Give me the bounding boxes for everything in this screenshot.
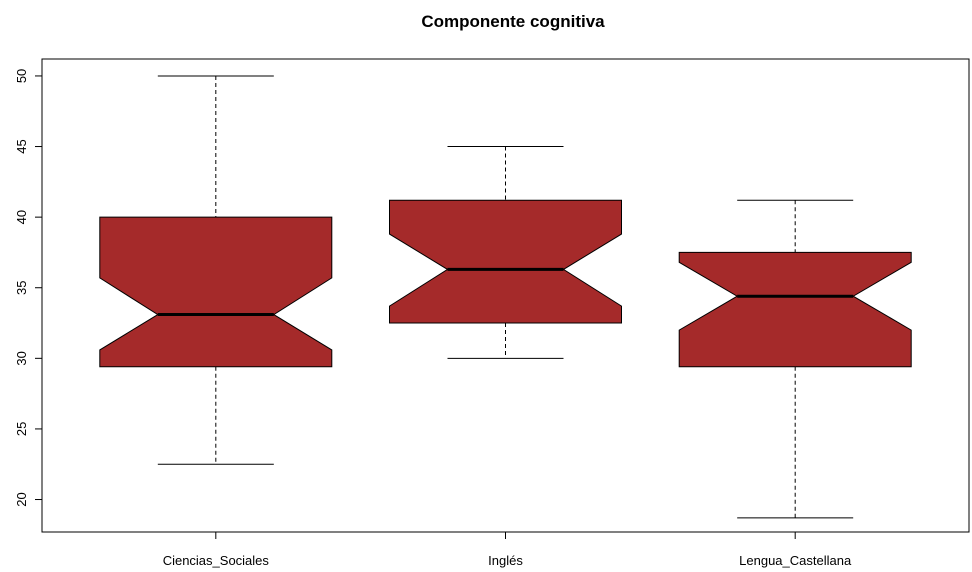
x-tick-label: Inglés [488, 553, 523, 568]
y-tick-label: 25 [14, 422, 29, 436]
y-tick-label: 50 [14, 69, 29, 83]
boxes-layer [99, 75, 912, 519]
chart-title: Componente cognitiva [421, 12, 605, 31]
box-group [389, 146, 622, 359]
notched-box [678, 251, 912, 368]
box-group [99, 75, 333, 465]
y-tick-label: 45 [14, 139, 29, 153]
x-tick-label: Ciencias_Sociales [163, 553, 270, 568]
box-group [678, 199, 912, 519]
x-tick-label: Lengua_Castellana [739, 553, 852, 568]
y-tick-label: 20 [14, 492, 29, 506]
y-tick-label: 30 [14, 351, 29, 365]
notched-box [99, 216, 333, 368]
y-tick-label: 35 [14, 280, 29, 294]
y-tick-label: 40 [14, 210, 29, 224]
notched-box [389, 199, 622, 324]
x-axis: Ciencias_Sociales Inglés Lengua_Castellana [163, 531, 852, 568]
y-axis: 20 25 30 35 40 45 50 [14, 69, 43, 507]
